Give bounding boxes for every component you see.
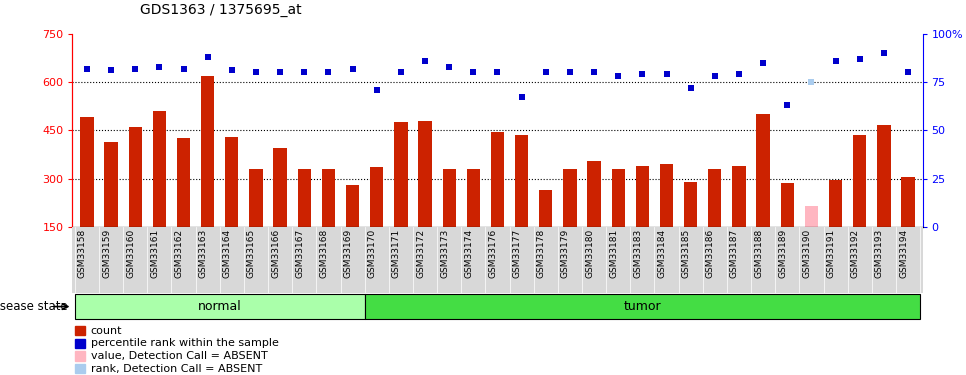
Text: tumor: tumor xyxy=(624,300,661,313)
Text: GSM33159: GSM33159 xyxy=(102,229,111,278)
Text: percentile rank within the sample: percentile rank within the sample xyxy=(91,338,278,348)
Text: GSM33187: GSM33187 xyxy=(730,229,739,278)
Bar xyxy=(104,142,118,227)
Bar xyxy=(177,138,190,227)
Bar xyxy=(636,166,649,227)
Bar xyxy=(128,127,142,227)
Text: GSM33160: GSM33160 xyxy=(127,229,135,278)
Text: GSM33169: GSM33169 xyxy=(344,229,353,278)
Bar xyxy=(75,326,86,335)
Bar xyxy=(491,132,504,227)
Bar xyxy=(853,135,867,227)
Bar xyxy=(708,169,722,227)
Text: normal: normal xyxy=(198,300,242,313)
Bar xyxy=(781,183,794,227)
Text: rank, Detection Call = ABSENT: rank, Detection Call = ABSENT xyxy=(91,364,262,374)
Text: GSM33194: GSM33194 xyxy=(899,229,908,278)
Bar xyxy=(467,169,480,227)
Bar xyxy=(587,161,601,227)
Bar xyxy=(75,294,365,319)
Text: GSM33176: GSM33176 xyxy=(489,229,497,278)
Text: GSM33189: GSM33189 xyxy=(779,229,787,278)
Text: GSM33179: GSM33179 xyxy=(561,229,570,278)
Text: GSM33181: GSM33181 xyxy=(610,229,618,278)
Bar xyxy=(563,169,577,227)
Bar xyxy=(515,135,528,227)
Text: GSM33167: GSM33167 xyxy=(296,229,304,278)
Bar xyxy=(732,166,746,227)
Bar xyxy=(80,117,94,227)
Bar xyxy=(249,169,263,227)
Text: GSM33165: GSM33165 xyxy=(247,229,256,278)
Bar xyxy=(539,190,553,227)
Bar xyxy=(225,137,239,227)
Text: GSM33177: GSM33177 xyxy=(513,229,522,278)
Text: GSM33164: GSM33164 xyxy=(223,229,232,278)
Bar xyxy=(418,121,432,227)
Bar xyxy=(877,126,891,227)
Bar xyxy=(660,164,673,227)
Text: GSM33183: GSM33183 xyxy=(634,229,642,278)
Bar xyxy=(370,167,384,227)
Text: GSM33186: GSM33186 xyxy=(706,229,715,278)
Bar xyxy=(394,122,408,227)
Bar xyxy=(829,180,842,227)
Bar xyxy=(684,182,697,227)
Bar xyxy=(273,148,287,227)
Bar xyxy=(442,169,456,227)
Bar xyxy=(75,339,86,348)
Text: GSM33162: GSM33162 xyxy=(175,229,184,278)
Bar xyxy=(153,111,166,227)
Bar xyxy=(298,169,311,227)
Text: GSM33163: GSM33163 xyxy=(199,229,208,278)
Text: GSM33171: GSM33171 xyxy=(392,229,401,278)
Bar xyxy=(322,169,335,227)
Text: GSM33184: GSM33184 xyxy=(658,229,667,278)
Text: GSM33172: GSM33172 xyxy=(416,229,425,278)
Bar xyxy=(611,169,625,227)
Text: GSM33161: GSM33161 xyxy=(151,229,159,278)
Text: GDS1363 / 1375695_at: GDS1363 / 1375695_at xyxy=(140,3,301,17)
Bar xyxy=(75,351,86,361)
Text: value, Detection Call = ABSENT: value, Detection Call = ABSENT xyxy=(91,351,268,361)
Text: GSM33178: GSM33178 xyxy=(537,229,546,278)
Text: GSM33173: GSM33173 xyxy=(440,229,449,278)
Text: GSM33166: GSM33166 xyxy=(271,229,280,278)
Text: GSM33190: GSM33190 xyxy=(803,229,811,278)
Text: GSM33174: GSM33174 xyxy=(465,229,473,278)
Text: GSM33168: GSM33168 xyxy=(320,229,328,278)
Text: GSM33188: GSM33188 xyxy=(754,229,763,278)
Bar xyxy=(75,364,86,373)
Text: count: count xyxy=(91,326,123,336)
Text: GSM33158: GSM33158 xyxy=(78,229,87,278)
Bar xyxy=(901,177,915,227)
Text: GSM33170: GSM33170 xyxy=(368,229,377,278)
Bar xyxy=(346,185,359,227)
Text: GSM33192: GSM33192 xyxy=(851,229,860,278)
Bar xyxy=(805,206,818,227)
Text: GSM33185: GSM33185 xyxy=(682,229,691,278)
Bar xyxy=(201,76,214,227)
Bar xyxy=(756,114,770,227)
Text: GSM33180: GSM33180 xyxy=(585,229,594,278)
Bar xyxy=(365,294,920,319)
Text: GSM33191: GSM33191 xyxy=(827,229,836,278)
Text: GSM33193: GSM33193 xyxy=(875,229,884,278)
Text: disease state: disease state xyxy=(0,300,68,313)
